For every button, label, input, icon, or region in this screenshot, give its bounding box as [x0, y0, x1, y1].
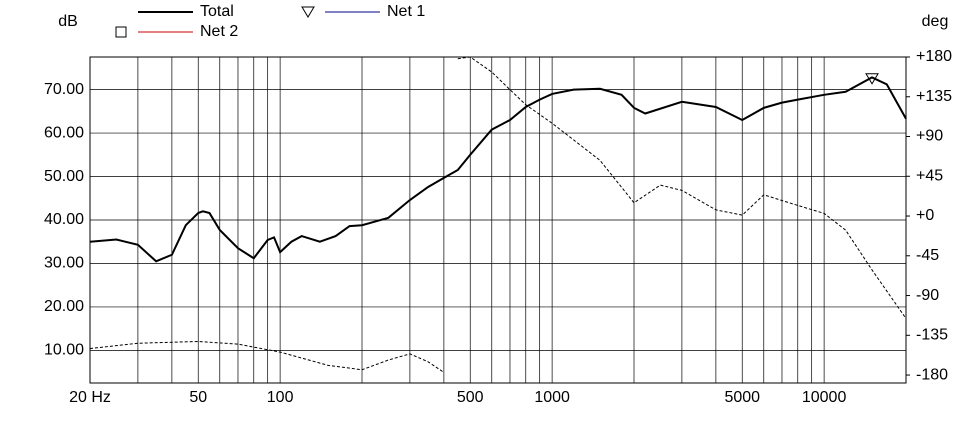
y-axis-label: dB	[58, 13, 78, 30]
x-tick-label: 1000	[534, 389, 570, 406]
legend-label: Net 2	[200, 23, 238, 40]
series-line	[457, 56, 907, 319]
y2-tick-label: +180	[916, 48, 952, 65]
y2-tick-label: -45	[916, 247, 939, 264]
series-line	[89, 340, 445, 373]
y-tick-label: 20.00	[44, 298, 84, 315]
y-tick-label: 60.00	[44, 124, 84, 141]
marker	[115, 26, 127, 38]
x-tick-label: 500	[457, 389, 484, 406]
y2-tick-label: -90	[916, 287, 939, 304]
legend-label: Total	[200, 3, 234, 20]
marker	[865, 73, 879, 85]
y-tick-label: 50.00	[44, 168, 84, 185]
x-tick-label: 20 Hz	[69, 389, 111, 406]
y-tick-label: 10.00	[44, 342, 84, 359]
x-tick-label: 10000	[802, 389, 847, 406]
y-tick-label: 30.00	[44, 255, 84, 272]
x-tick-label: 100	[267, 389, 294, 406]
y-tick-label: 70.00	[44, 81, 84, 98]
legend-label: Net 1	[387, 3, 425, 20]
y2-tick-label: -135	[916, 327, 948, 344]
series-line	[89, 76, 907, 263]
x-tick-label: 50	[189, 389, 207, 406]
marker	[301, 6, 315, 18]
y2-tick-label: +45	[916, 167, 943, 184]
y2-axis-label: deg	[922, 13, 949, 30]
y2-tick-label: -180	[916, 366, 948, 383]
y2-tick-label: +0	[916, 207, 934, 224]
y2-tick-label: +135	[916, 88, 952, 105]
y-tick-label: 40.00	[44, 211, 84, 228]
y2-tick-label: +90	[916, 128, 943, 145]
x-tick-label: 5000	[724, 389, 760, 406]
